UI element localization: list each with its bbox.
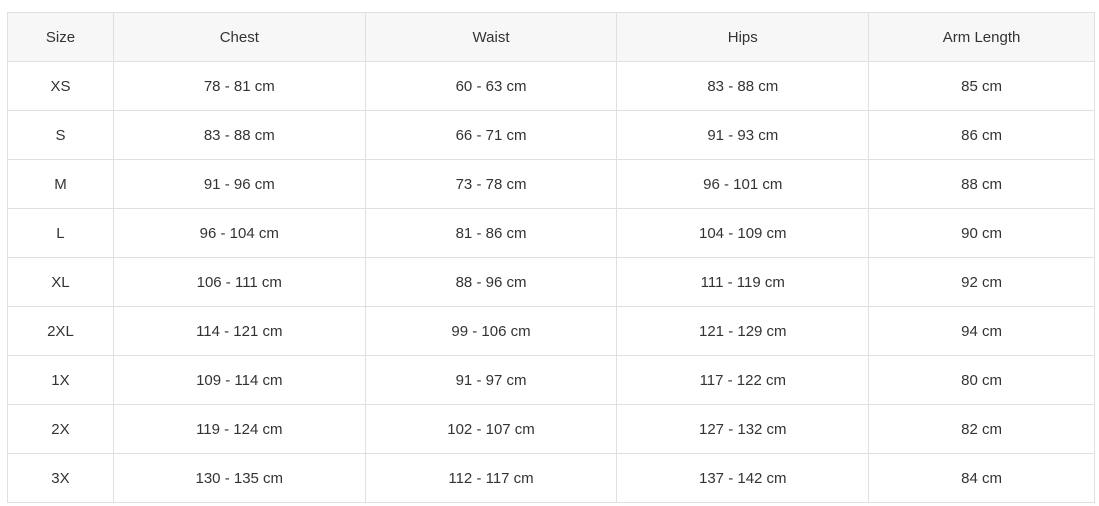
measurement-cell: 85 cm xyxy=(868,61,1095,111)
measurement-cell: 90 cm xyxy=(868,208,1095,258)
measurement-cell: 121 - 129 cm xyxy=(616,306,870,356)
measurement-cell: 127 - 132 cm xyxy=(616,404,870,454)
measurement-cell: 88 cm xyxy=(868,159,1095,209)
measurement-cell: 80 cm xyxy=(868,355,1095,405)
column-header: Waist xyxy=(364,12,618,62)
measurement-cell: 73 - 78 cm xyxy=(364,159,618,209)
measurement-cell: 130 - 135 cm xyxy=(112,453,366,503)
table-row: 2XL 114 - 121 cm 99 - 106 cm 121 - 129 cm 94… xyxy=(7,306,1095,356)
table-row: L 96 - 104 cm 81 - 86 cm 104 - 109 cm 90 cm xyxy=(7,208,1095,258)
size-cell: S xyxy=(7,110,114,160)
measurement-cell: 109 - 114 cm xyxy=(112,355,366,405)
size-cell: M xyxy=(7,159,114,209)
measurement-cell: 96 - 101 cm xyxy=(616,159,870,209)
table-row: XL 106 - 111 cm 88 - 96 cm 111 - 119 cm 92 c… xyxy=(7,257,1095,307)
size-cell: L xyxy=(7,208,114,258)
column-header: Hips xyxy=(616,12,870,62)
table-row: 1X 109 - 114 cm 91 - 97 cm 117 - 122 cm 80 c… xyxy=(7,355,1095,405)
measurement-cell: 114 - 121 cm xyxy=(112,306,366,356)
size-cell: XL xyxy=(7,257,114,307)
measurement-cell: 88 - 96 cm xyxy=(364,257,618,307)
measurement-cell: 60 - 63 cm xyxy=(364,61,618,111)
measurement-cell: 83 - 88 cm xyxy=(616,61,870,111)
measurement-cell: 111 - 119 cm xyxy=(616,257,870,307)
measurement-cell: 86 cm xyxy=(868,110,1095,160)
measurement-cell: 96 - 104 cm xyxy=(112,208,366,258)
table-row: 3X 130 - 135 cm 112 - 117 cm 137 - 142 cm 84… xyxy=(7,453,1095,503)
measurement-cell: 84 cm xyxy=(868,453,1095,503)
measurement-cell: 119 - 124 cm xyxy=(112,404,366,454)
measurement-cell: 112 - 117 cm xyxy=(364,453,618,503)
measurement-cell: 91 - 96 cm xyxy=(112,159,366,209)
measurement-cell: 83 - 88 cm xyxy=(112,110,366,160)
measurement-cell: 99 - 106 cm xyxy=(364,306,618,356)
size-cell: 1X xyxy=(7,355,114,405)
column-header: Arm Length xyxy=(868,12,1095,62)
measurement-cell: 137 - 142 cm xyxy=(616,453,870,503)
measurement-cell: 66 - 71 cm xyxy=(364,110,618,160)
measurement-cell: 91 - 97 cm xyxy=(364,355,618,405)
size-cell: XS xyxy=(7,61,114,111)
measurement-cell: 81 - 86 cm xyxy=(364,208,618,258)
measurement-cell: 102 - 107 cm xyxy=(364,404,618,454)
column-header: Chest xyxy=(112,12,366,62)
size-cell: 3X xyxy=(7,453,114,503)
measurement-cell: 91 - 93 cm xyxy=(616,110,870,160)
measurement-cell: 78 - 81 cm xyxy=(112,61,366,111)
size-cell: 2XL xyxy=(7,306,114,356)
measurement-cell: 104 - 109 cm xyxy=(616,208,870,258)
header-row: Size Chest Waist Hips Arm Length xyxy=(7,12,1095,62)
size-cell: 2X xyxy=(7,404,114,454)
measurement-cell: 106 - 111 cm xyxy=(112,257,366,307)
table-row: 2X 119 - 124 cm 102 - 107 cm 127 - 132 cm 82… xyxy=(7,404,1095,454)
size-chart-table: Size Chest Waist Hips Arm Length XS 78 - 81 c… xyxy=(7,12,1095,503)
table-row: M 91 - 96 cm 73 - 78 cm 96 - 101 cm 88 cm xyxy=(7,159,1095,209)
table-row: S 83 - 88 cm 66 - 71 cm 91 - 93 cm 86 cm xyxy=(7,110,1095,160)
measurement-cell: 82 cm xyxy=(868,404,1095,454)
measurement-cell: 92 cm xyxy=(868,257,1095,307)
column-header: Size xyxy=(7,12,114,62)
measurement-cell: 117 - 122 cm xyxy=(616,355,870,405)
table-row: XS 78 - 81 cm 60 - 63 cm 83 - 88 cm 85 cm xyxy=(7,61,1095,111)
measurement-cell: 94 cm xyxy=(868,306,1095,356)
